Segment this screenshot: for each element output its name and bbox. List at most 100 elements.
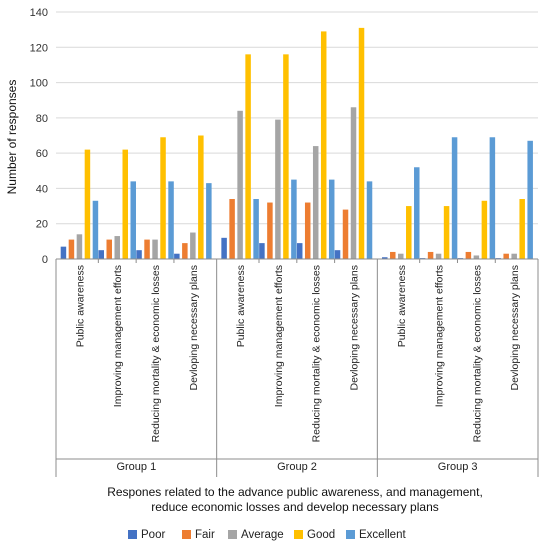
category-label: Reducing mortality & economic losses	[311, 265, 323, 442]
bar	[519, 199, 525, 259]
legend-swatch	[346, 530, 355, 539]
bar	[245, 54, 251, 259]
legend-label: Excellent	[359, 529, 406, 541]
category-label: Public awareness	[235, 265, 247, 347]
category-label: Reducing mortality & economic losses	[471, 265, 483, 442]
bar	[253, 199, 259, 259]
x-axis-title-line-1: Respones related to the advance public a…	[107, 485, 483, 499]
bar	[190, 232, 196, 259]
category-label: Public awareness	[74, 265, 86, 347]
category-label: Public awareness	[396, 265, 408, 347]
bar	[98, 250, 104, 259]
bar	[84, 149, 91, 259]
bar	[152, 239, 158, 259]
bar	[267, 202, 273, 259]
bar	[398, 253, 404, 259]
bar	[92, 200, 99, 259]
y-axis-title: Number of responses	[5, 80, 19, 195]
y-tick-label: 0	[42, 254, 48, 266]
bar	[511, 253, 517, 259]
gridlines	[56, 11, 538, 225]
bar	[160, 137, 166, 259]
bar	[304, 202, 311, 259]
bar	[465, 251, 472, 259]
bar	[473, 255, 480, 259]
bar	[291, 179, 297, 259]
bar	[481, 200, 488, 259]
y-tick-label: 60	[36, 148, 48, 160]
category-label: Devloping necessary plans	[188, 265, 200, 391]
bar	[283, 54, 289, 259]
group-labels: Group 1 Group 2 Group 3	[116, 461, 477, 473]
bar	[427, 251, 434, 259]
group-label: Group 1	[116, 461, 156, 473]
bar	[168, 181, 174, 259]
bar	[275, 119, 281, 259]
bar	[259, 243, 265, 259]
bar	[320, 31, 327, 260]
bar	[489, 137, 496, 259]
bar	[451, 137, 458, 259]
bar	[382, 257, 388, 259]
bar	[106, 239, 112, 259]
bar	[350, 107, 357, 260]
category-label: Reducing mortality & economic losses	[150, 265, 162, 442]
bar	[390, 251, 396, 259]
y-tick-label: 80	[36, 113, 48, 125]
category-label: Devloping necessary plans	[509, 265, 521, 391]
bar	[358, 27, 365, 259]
bar	[503, 253, 509, 259]
bar	[221, 237, 227, 259]
bar	[198, 135, 204, 259]
bar	[60, 246, 67, 259]
y-tick-label: 40	[36, 183, 48, 195]
y-tick-label: 120	[30, 42, 48, 54]
category-label: Improving management efforts	[273, 265, 285, 407]
legend-swatch	[294, 530, 303, 539]
legend-label: Fair	[195, 529, 215, 541]
bar	[144, 239, 150, 259]
bar	[229, 199, 235, 259]
category-label: Improving management efforts	[112, 265, 124, 407]
bar	[296, 243, 303, 259]
bar	[114, 236, 120, 259]
group-label: Group 2	[277, 461, 317, 473]
legend-label: Good	[307, 529, 335, 541]
bar	[312, 146, 319, 259]
bar	[334, 250, 341, 259]
y-tick-label: 140	[30, 7, 48, 19]
legend-swatch	[128, 530, 137, 539]
bar	[130, 181, 136, 259]
bar	[435, 253, 442, 259]
bar	[237, 110, 243, 259]
legend-label: Poor	[141, 529, 165, 541]
legend-label: Average	[241, 529, 284, 541]
bar	[342, 209, 349, 259]
bars	[60, 27, 533, 260]
x-axis-title-line-2: reduce economic losses and develop neces…	[151, 500, 439, 514]
bar	[527, 140, 533, 259]
bar	[366, 181, 373, 259]
y-tick-label: 20	[36, 219, 48, 231]
bar	[76, 234, 83, 259]
legend: Poor Fair Average Good Excellent	[128, 529, 406, 541]
legend-swatch	[228, 530, 237, 539]
bar	[443, 206, 450, 259]
bar	[174, 253, 180, 259]
axes: 0 20 40 60 80 100 120 140	[30, 7, 539, 477]
category-labels: Public awareness Improving management eff…	[74, 265, 521, 442]
bar	[406, 206, 412, 259]
bar	[68, 239, 75, 259]
bar	[182, 243, 188, 259]
bar	[122, 149, 128, 259]
category-label: Devloping necessary plans	[349, 265, 361, 391]
bar	[136, 250, 142, 259]
y-tick-label: 100	[30, 78, 48, 90]
category-label: Improving management efforts	[434, 265, 446, 407]
bar	[328, 179, 335, 259]
legend-swatch	[182, 530, 191, 539]
bar	[414, 167, 420, 259]
group-label: Group 3	[438, 461, 478, 473]
